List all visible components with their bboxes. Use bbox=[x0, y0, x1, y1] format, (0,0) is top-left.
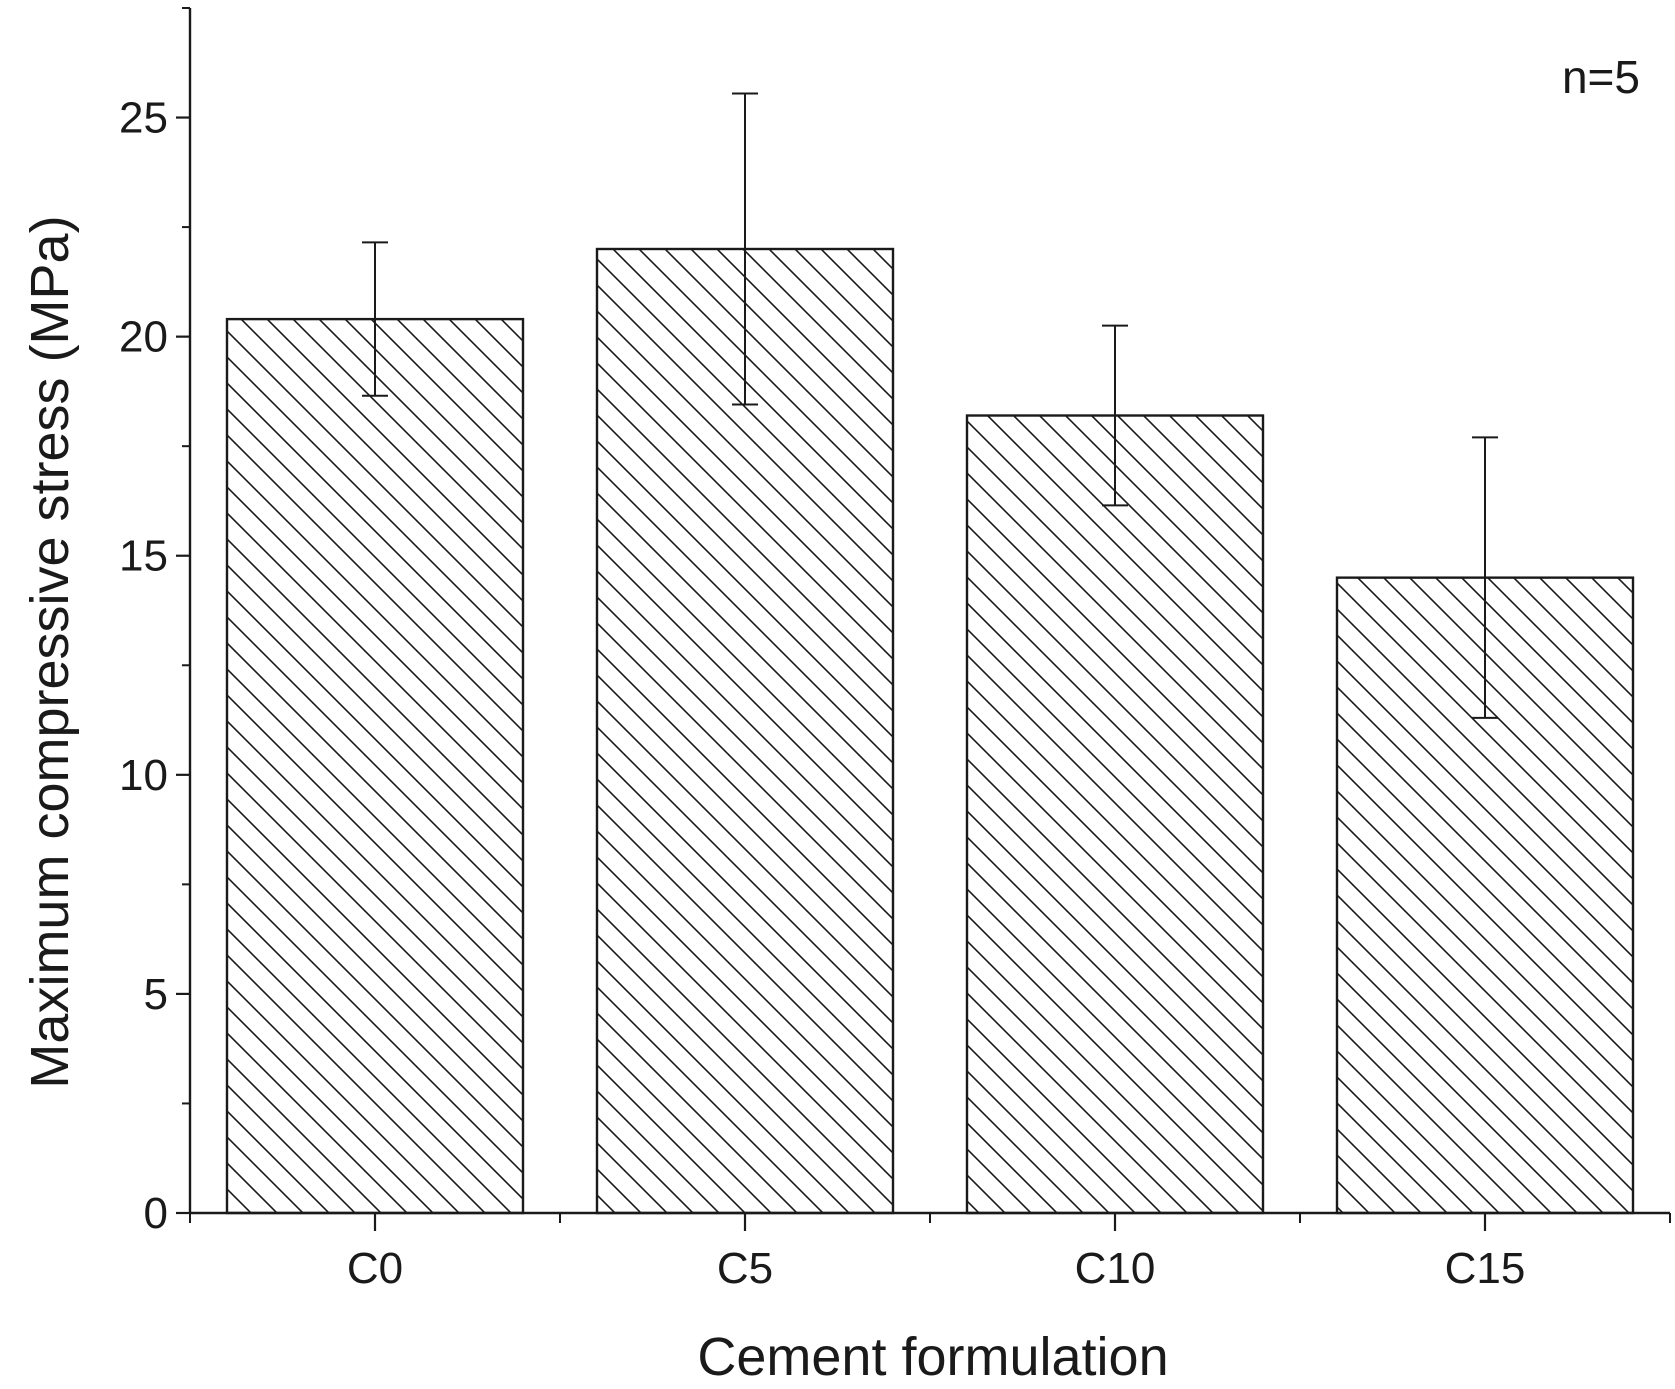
y-tick-label-15: 15 bbox=[119, 532, 168, 581]
bar-fill-c5 bbox=[597, 249, 893, 1213]
y-tick-label-10: 10 bbox=[119, 751, 168, 800]
y-tick-label-5: 5 bbox=[144, 970, 168, 1019]
y-axis-title: Maximum compressive stress (MPa) bbox=[20, 215, 80, 1088]
x-tick-label-c5: C5 bbox=[717, 1244, 773, 1293]
x-tick-label-c10: C10 bbox=[1075, 1244, 1156, 1293]
x-tick-label-c0: C0 bbox=[347, 1244, 403, 1293]
bar-fill-c0 bbox=[227, 319, 523, 1213]
bar-fill-c10 bbox=[967, 415, 1263, 1213]
sample-size-annotation: n=5 bbox=[1562, 51, 1640, 103]
x-tick-label-c15: C15 bbox=[1445, 1244, 1526, 1293]
x-axis-title: Cement formulation bbox=[697, 1327, 1168, 1387]
y-tick-label-25: 25 bbox=[119, 94, 168, 143]
y-tick-label-0: 0 bbox=[144, 1189, 168, 1238]
y-tick-label-20: 20 bbox=[119, 313, 168, 362]
